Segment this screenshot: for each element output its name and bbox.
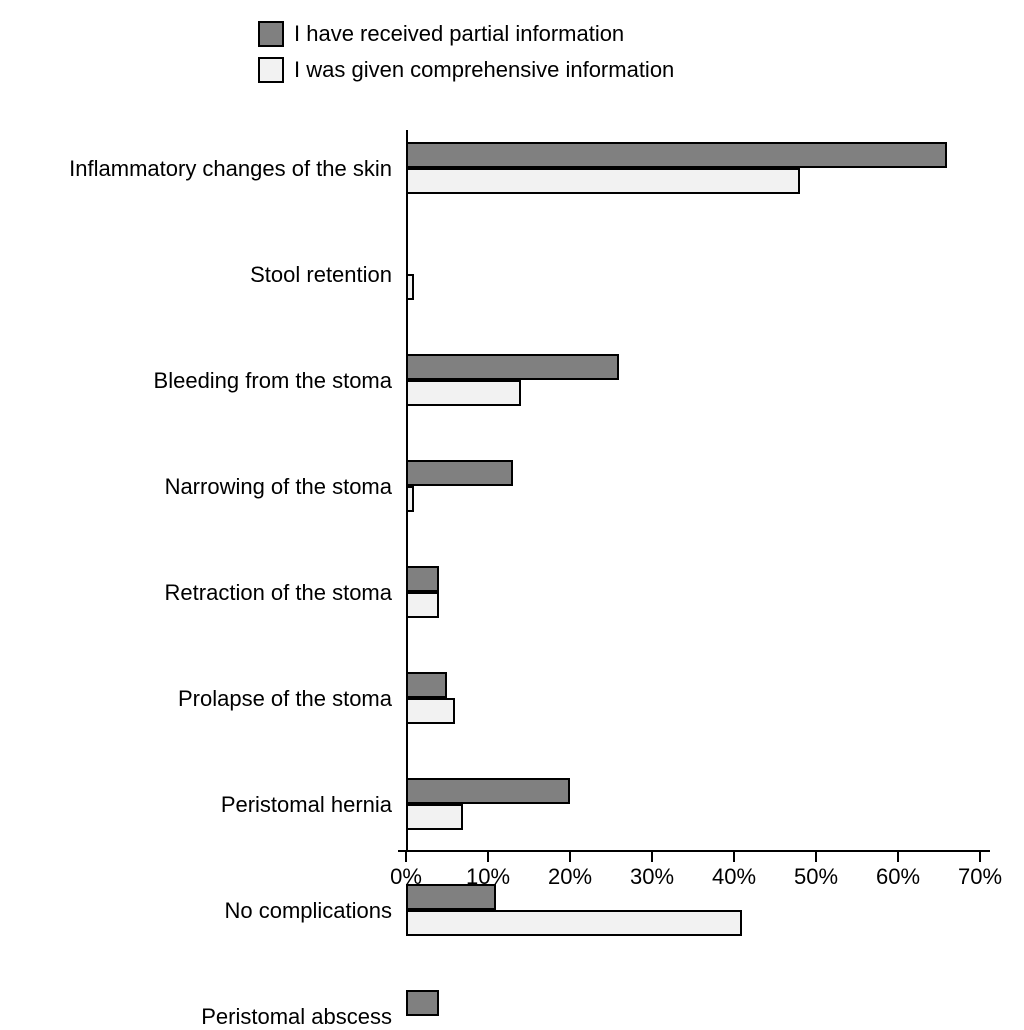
chart-container: I have received partial information I wa… [0, 0, 1024, 903]
category-label: Peristomal abscess [0, 1004, 392, 1030]
bar [406, 672, 447, 698]
bar [406, 804, 463, 830]
x-tick [405, 852, 407, 862]
bar [406, 168, 800, 194]
x-tick [569, 852, 571, 862]
category-label: Bleeding from the stoma [0, 368, 392, 394]
category-label: Prolapse of the stoma [0, 686, 392, 712]
bar [406, 698, 455, 724]
category-label: Retraction of the stoma [0, 580, 392, 606]
bar [406, 592, 439, 618]
x-tick [815, 852, 817, 862]
x-tick-label: 40% [712, 864, 756, 890]
legend-label-comprehensive: I was given comprehensive information [294, 57, 674, 83]
bar [406, 380, 521, 406]
bar [406, 142, 947, 168]
bar [406, 884, 496, 910]
bar [406, 274, 414, 300]
bar [406, 354, 619, 380]
plot-area: 0%10%20%30%40%50%60%70% [406, 130, 980, 850]
bar [406, 778, 570, 804]
legend: I have received partial information I wa… [258, 21, 798, 93]
x-tick [733, 852, 735, 862]
x-tick-label: 60% [876, 864, 920, 890]
bar [406, 486, 414, 512]
x-tick-label: 20% [548, 864, 592, 890]
bar [406, 990, 439, 1016]
bar [406, 460, 513, 486]
category-label: No complications [0, 898, 392, 924]
category-label: Narrowing of the stoma [0, 474, 392, 500]
legend-swatch-partial [258, 21, 284, 47]
category-label: Inflammatory changes of the skin [0, 156, 392, 182]
category-label: Stool retention [0, 262, 392, 288]
x-tick-label: 30% [630, 864, 674, 890]
x-tick-label: 50% [794, 864, 838, 890]
category-label: Peristomal hernia [0, 792, 392, 818]
bar [406, 566, 439, 592]
legend-item-partial: I have received partial information [258, 21, 798, 47]
x-tick [897, 852, 899, 862]
legend-swatch-comprehensive [258, 57, 284, 83]
legend-label-partial: I have received partial information [294, 21, 624, 47]
x-tick-label: 70% [958, 864, 1002, 890]
legend-item-comprehensive: I was given comprehensive information [258, 57, 798, 83]
x-tick [651, 852, 653, 862]
bar [406, 910, 742, 936]
x-tick [487, 852, 489, 862]
x-tick [979, 852, 981, 862]
